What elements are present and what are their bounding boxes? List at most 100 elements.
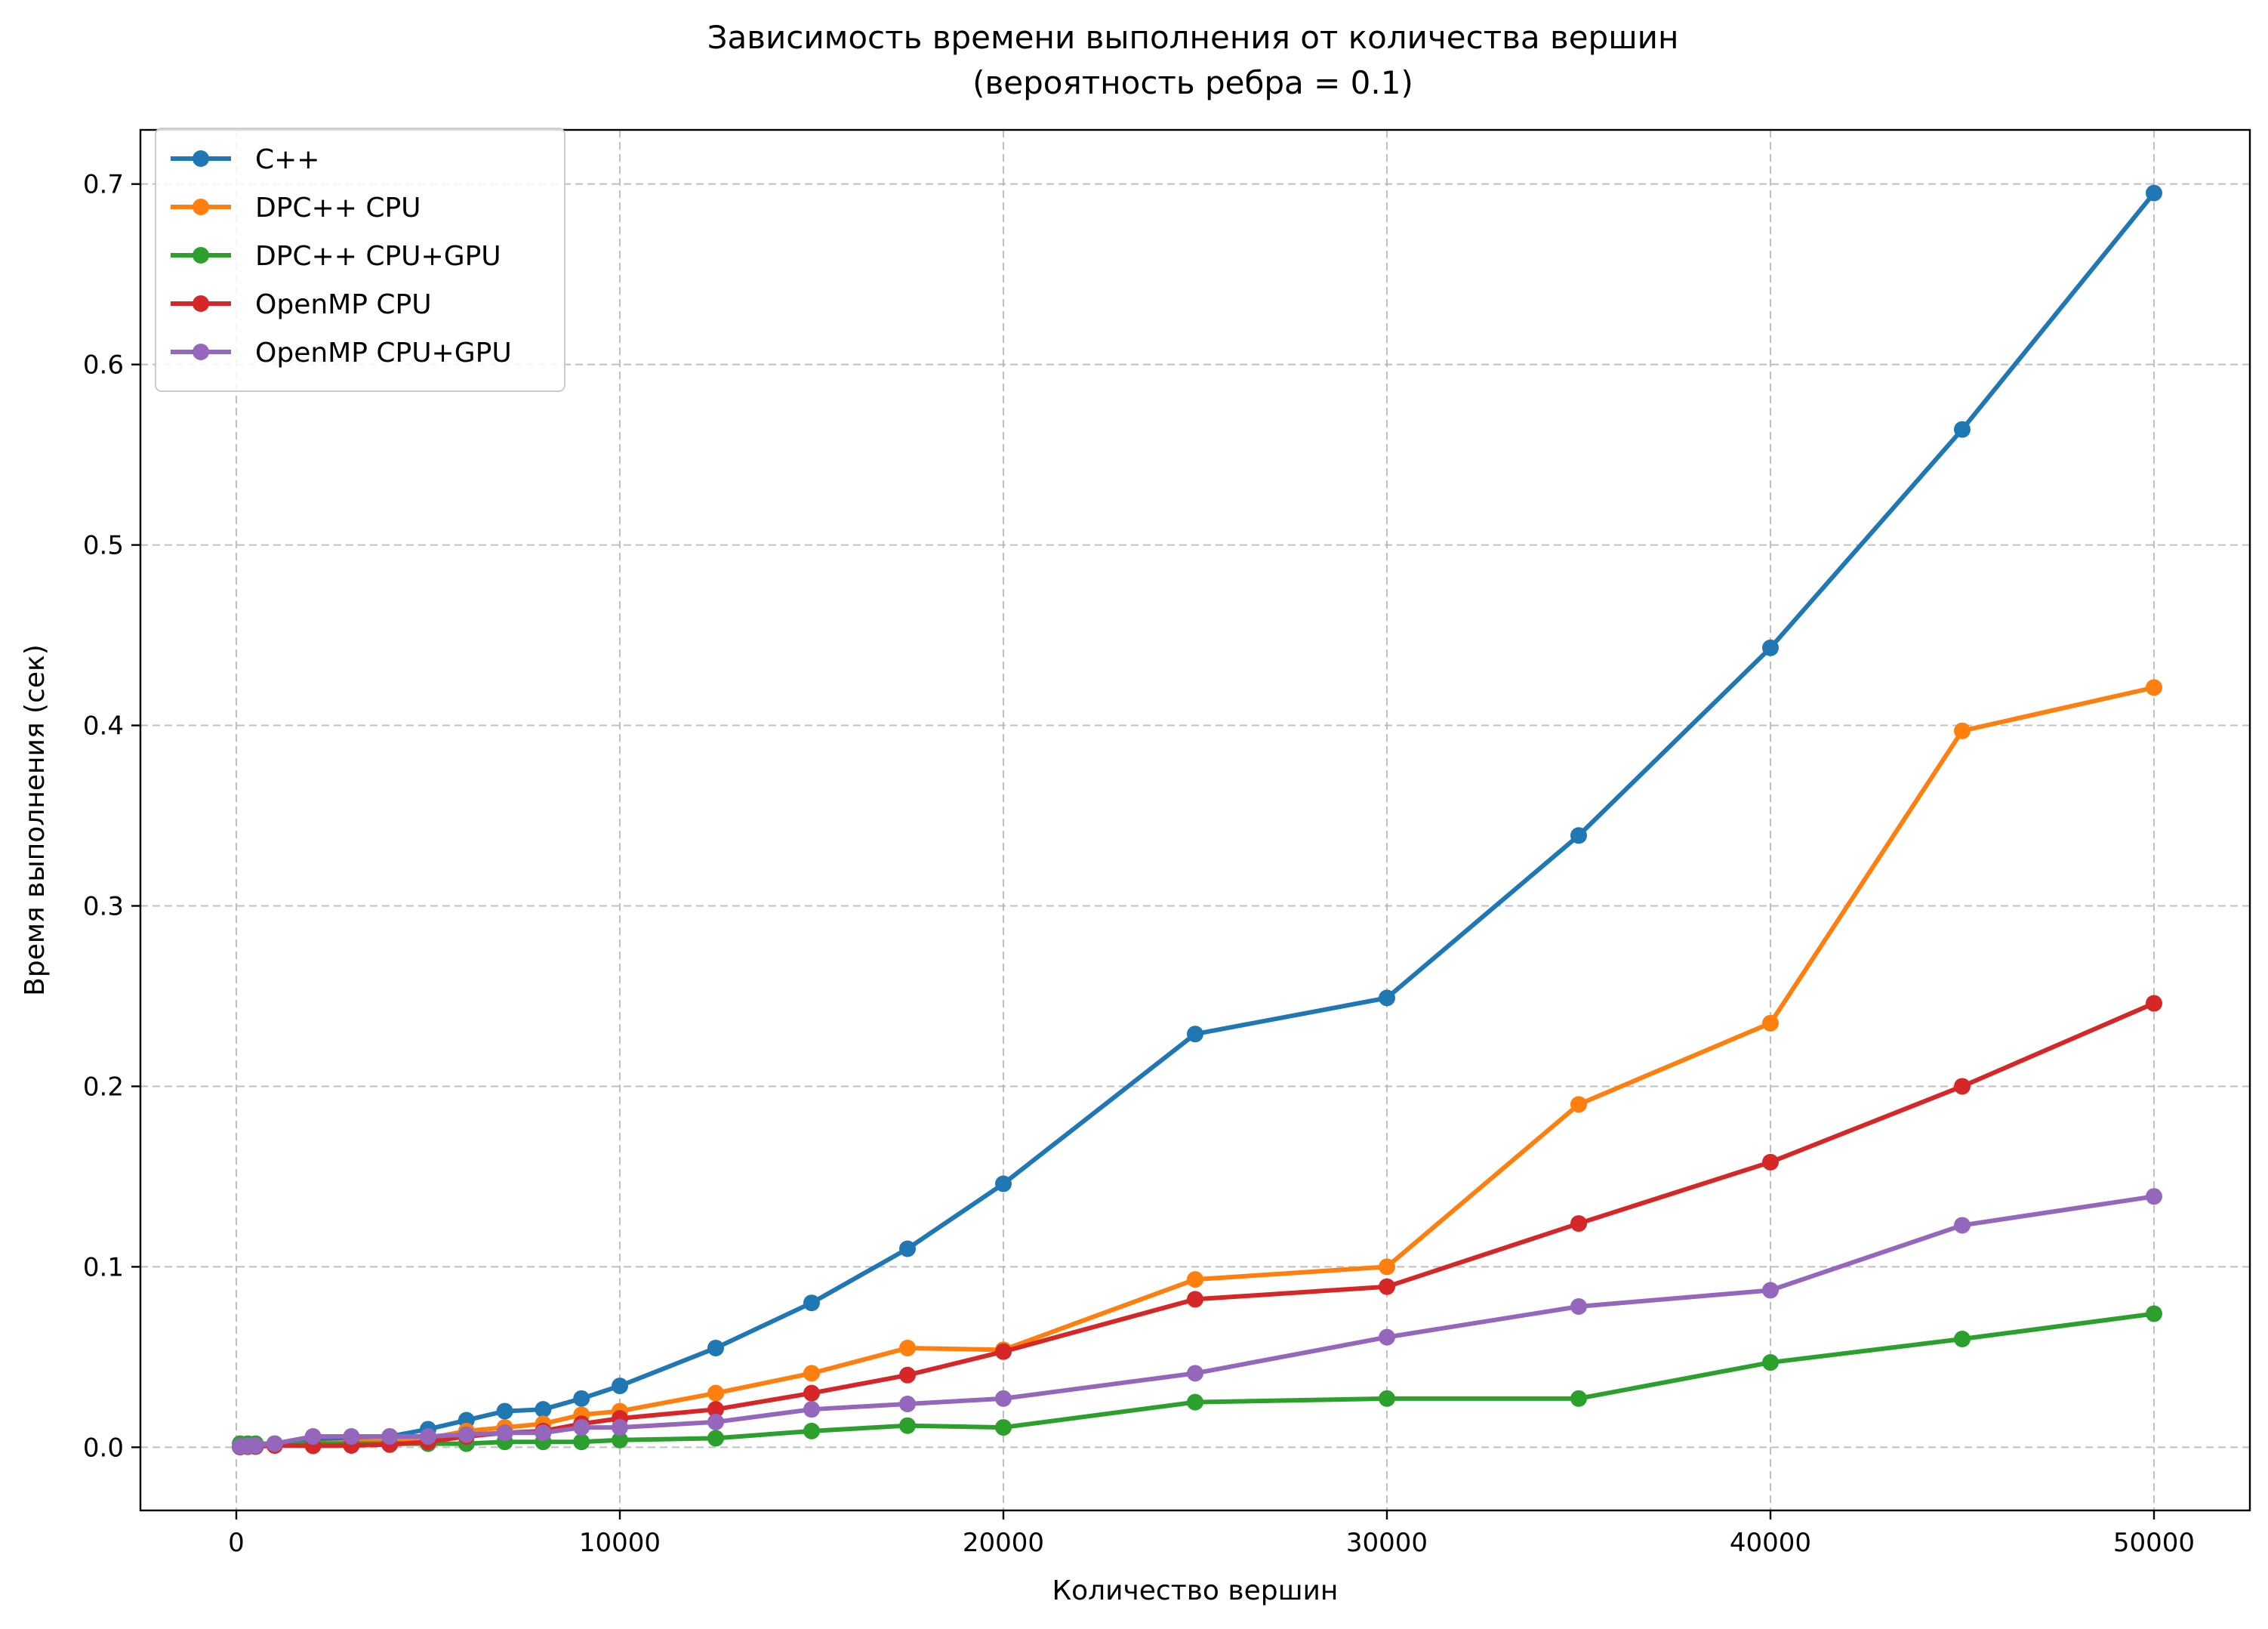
legend-marker (193, 295, 209, 312)
data-point (573, 1433, 590, 1451)
legend-label: DPC++ CPU+GPU (255, 241, 501, 272)
legend-item: C++ (171, 144, 319, 175)
data-point (995, 1390, 1012, 1407)
series-layer (232, 184, 2162, 1456)
data-point (803, 1294, 820, 1312)
data-point (1954, 1330, 1971, 1347)
data-point (707, 1430, 724, 1447)
series-1 (232, 679, 2162, 1455)
data-point (1762, 1354, 1779, 1371)
data-point (2146, 1188, 2162, 1205)
data-point (612, 1419, 628, 1436)
legend-marker (193, 199, 209, 215)
data-point (343, 1428, 360, 1445)
data-point (573, 1390, 590, 1407)
legend-marker (193, 247, 209, 264)
series-3 (232, 995, 2162, 1455)
data-point (1954, 1217, 1971, 1234)
series-line (240, 685, 2155, 1449)
y-tick-label: 0.3 (83, 892, 124, 922)
y-tick-label: 0.4 (83, 711, 124, 742)
data-point (1954, 722, 1971, 739)
data-point (1379, 989, 1395, 1007)
data-point (420, 1428, 436, 1445)
x-tick-label: 30000 (1346, 1528, 1428, 1558)
y-tick-label: 0.0 (83, 1433, 124, 1463)
data-point (1762, 1014, 1779, 1032)
data-point (995, 1419, 1012, 1436)
data-point (1954, 421, 1971, 438)
data-point (1762, 1282, 1779, 1299)
data-point (1187, 1026, 1203, 1043)
x-axis: 0 10000 20000 30000 40000 50000 (228, 1510, 2195, 1558)
plot-frame (139, 128, 2251, 1512)
data-point (995, 1343, 1012, 1360)
y-tick-label: 0.6 (83, 350, 124, 381)
data-point (2146, 1305, 2162, 1322)
chart-title: Зависимость времени выполнения от количе… (707, 19, 1679, 101)
data-point (899, 1339, 916, 1356)
data-point (899, 1366, 916, 1384)
data-point (1187, 1291, 1203, 1308)
y-tick-label: 0.2 (83, 1072, 124, 1102)
y-tick-label: 0.5 (83, 531, 124, 561)
x-tick-label: 0 (228, 1528, 245, 1558)
data-point (1379, 1258, 1395, 1276)
data-point (2146, 184, 2162, 202)
data-point (1570, 827, 1587, 844)
chart-title-text: Зависимость времени выполнения от количе… (707, 19, 1679, 56)
data-point (1570, 1297, 1587, 1315)
data-point (707, 1413, 724, 1430)
data-point (707, 1401, 724, 1418)
legend-item: OpenMP CPU (171, 289, 432, 320)
data-point (1954, 1078, 1971, 1095)
data-point (1187, 1271, 1203, 1288)
x-tick-label: 20000 (963, 1528, 1044, 1558)
data-point (1570, 1096, 1587, 1113)
x-axis-label: Количество вершин (1052, 1575, 1339, 1606)
data-point (2146, 995, 2162, 1012)
data-point (266, 1435, 283, 1452)
data-point (899, 1396, 916, 1413)
y-tick-label: 0.1 (83, 1252, 124, 1282)
chart-subtitle-text: (вероятность ребра = 0.1) (972, 64, 1413, 101)
data-point (247, 1436, 264, 1454)
data-point (1379, 1390, 1395, 1407)
legend-item: DPC++ CPU+GPU (171, 241, 501, 272)
y-axis-label: Время выполнения (сек) (20, 644, 51, 996)
data-point (573, 1419, 590, 1436)
data-point (899, 1417, 916, 1434)
data-point (535, 1401, 552, 1418)
series-4 (232, 1188, 2162, 1455)
data-point (899, 1240, 916, 1257)
legend-label: C++ (255, 144, 319, 175)
legend-item: OpenMP CPU+GPU (171, 338, 512, 369)
legend-marker (193, 344, 209, 360)
data-point (381, 1428, 399, 1445)
legend-label: DPC++ CPU (255, 193, 421, 224)
data-point (1762, 639, 1779, 656)
data-point (2146, 679, 2162, 696)
legend-marker (193, 150, 209, 167)
legend-box (155, 128, 565, 392)
legend-item: DPC++ CPU (171, 193, 421, 224)
data-point (803, 1365, 820, 1382)
data-point (1570, 1215, 1587, 1233)
data-point (535, 1424, 552, 1442)
x-tick-label: 50000 (2113, 1528, 2195, 1558)
y-tick-label: 0.7 (83, 170, 124, 200)
x-tick-label: 40000 (1730, 1528, 1811, 1558)
data-point (707, 1384, 724, 1402)
data-point (1187, 1393, 1203, 1411)
data-point (496, 1424, 513, 1442)
legend: C++ DPC++ CPU DPC++ CPU+GPU OpenMP CPU OpenM… (155, 128, 565, 392)
data-point (995, 1175, 1012, 1192)
data-point (803, 1401, 820, 1418)
data-point (803, 1422, 820, 1439)
data-point (1379, 1328, 1395, 1346)
data-point (1570, 1390, 1587, 1407)
data-point (458, 1426, 475, 1443)
x-tick-label: 10000 (579, 1528, 661, 1558)
grid-lines (140, 130, 2250, 1510)
